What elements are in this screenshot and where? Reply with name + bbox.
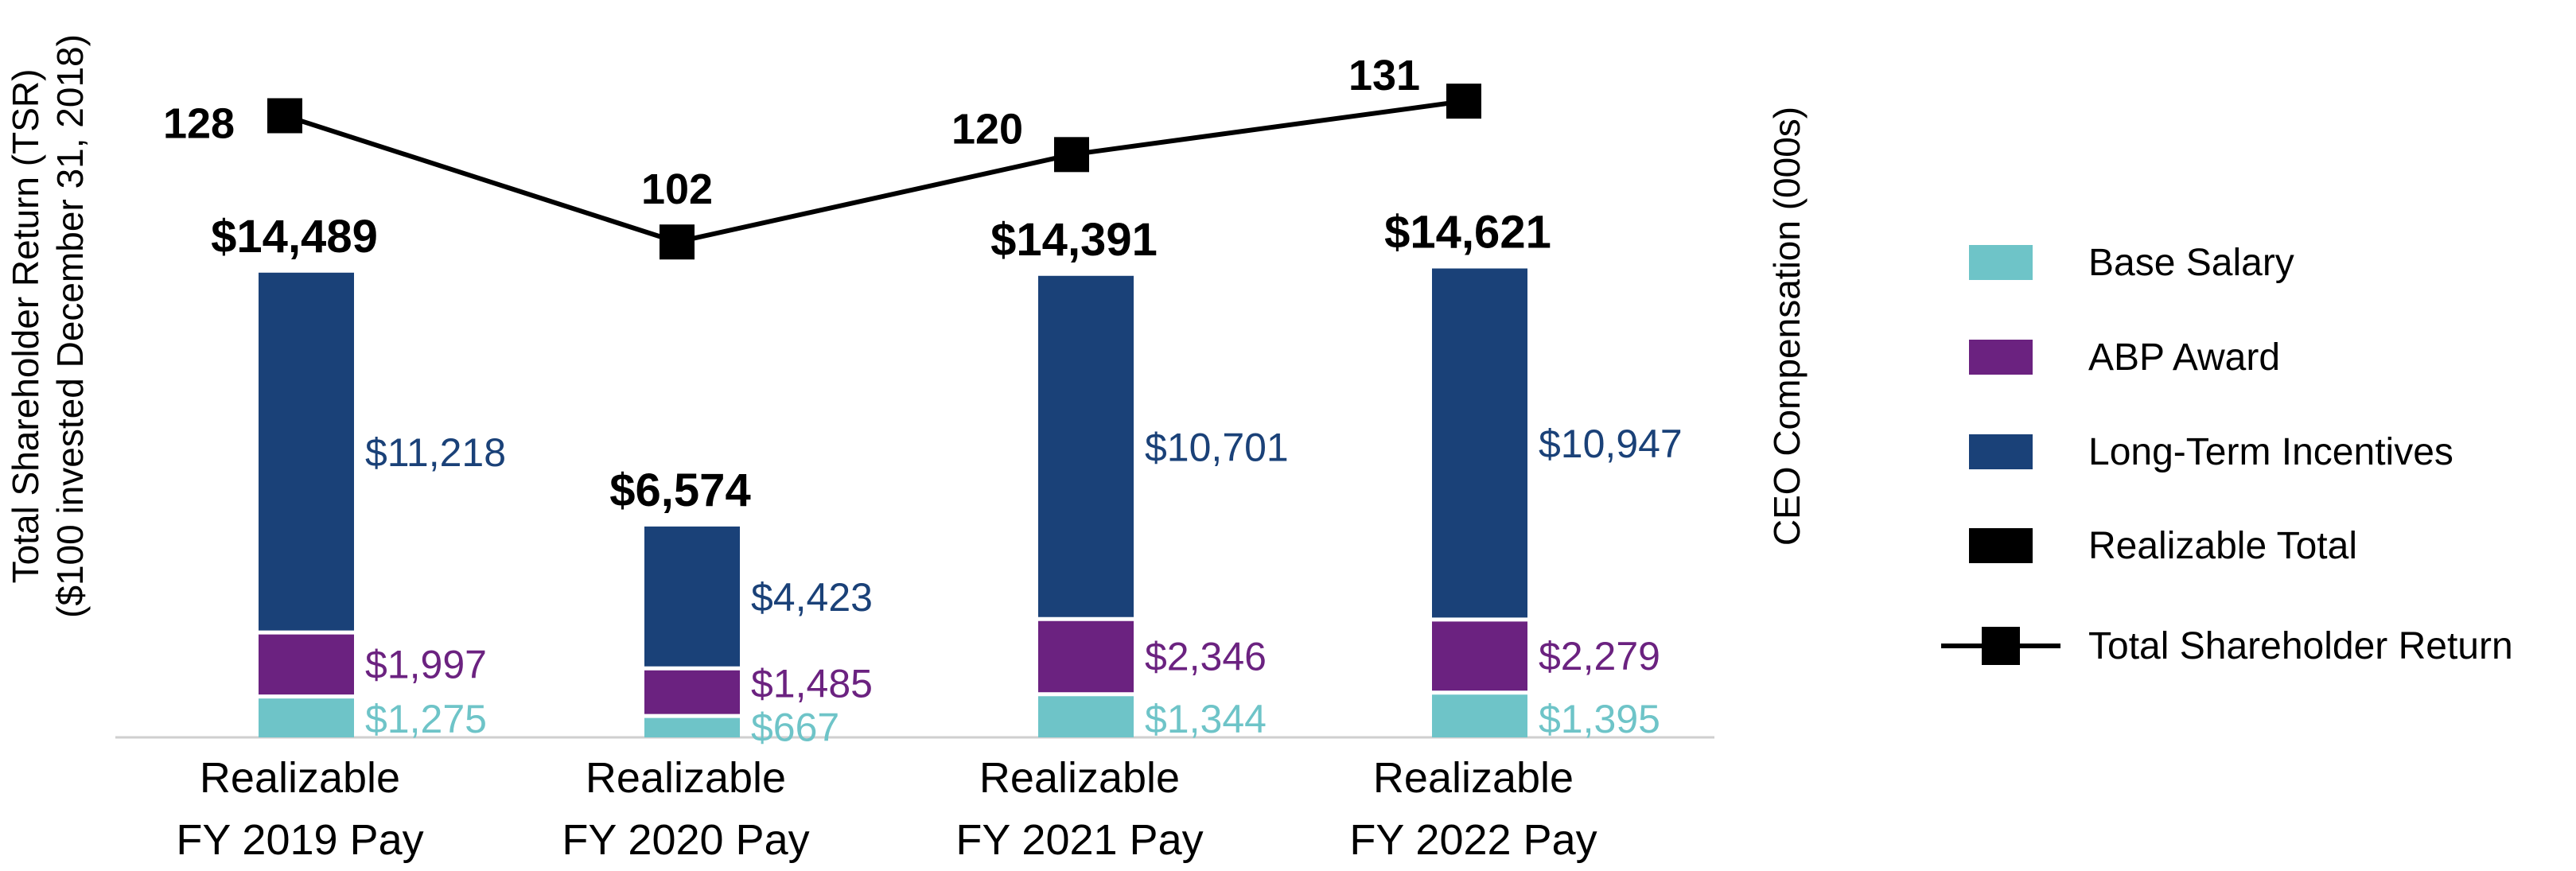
x-tick-label-line-1: Realizable (200, 754, 400, 802)
total-label: $6,574 (609, 465, 750, 516)
legend-label-realizable-total: Realizable Total (2088, 525, 2357, 567)
tsr-line-group: 128 102 120 131 (163, 52, 1481, 260)
bar-segment-abp-award (644, 668, 740, 717)
data-label-long-term-incentives: $4,423 (751, 575, 873, 620)
legend-swatch-marker (1982, 627, 2020, 665)
x-tick-label-line-2: FY 2020 Pay (562, 816, 809, 864)
data-label-long-term-incentives: $10,947 (1539, 422, 1683, 466)
data-label-base-salary: $667 (751, 706, 839, 750)
bar-segment-long-term-incentives (259, 272, 354, 633)
x-tick-label-line-1: Realizable (1373, 754, 1574, 802)
legend-swatch-realizable-total (1969, 528, 2033, 563)
total-label: $14,489 (211, 211, 378, 262)
data-label-abp-award: $1,997 (365, 642, 487, 686)
x-tick-label-line-2: FY 2021 Pay (955, 816, 1203, 864)
bar-segment-long-term-incentives (644, 526, 740, 669)
tsr-line (284, 99, 1465, 245)
bar-segment-long-term-incentives (1038, 275, 1134, 620)
legend-swatch-base-salary (1969, 245, 2033, 280)
tsr-marker (1446, 84, 1481, 119)
x-tick-label-line-1: Realizable (979, 754, 1180, 802)
legend-label-abp-award: ABP Award (2088, 336, 2280, 379)
data-label-base-salary: $1,344 (1145, 697, 1267, 741)
bar-segment-base-salary (1432, 692, 1527, 737)
legend-label-long-term-incentives: Long-Term Incentives (2088, 431, 2453, 473)
x-tick-label-line-1: Realizable (586, 754, 786, 802)
data-label-abp-award: $1,485 (751, 662, 873, 706)
tsr-label: 102 (641, 165, 713, 213)
x-tick-label-line-2: FY 2022 Pay (1349, 816, 1597, 864)
legend: Base Salary ABP Award Long-Term Incentives… (1941, 242, 2513, 667)
data-label-base-salary: $1,275 (365, 697, 487, 741)
total-label: $14,391 (990, 214, 1158, 266)
left-axis-title-line-1: Total Shareholder Return (TSR) (5, 69, 46, 584)
legend-swatch-long-term-incentives (1969, 434, 2033, 469)
tsr-label: 120 (951, 105, 1023, 153)
data-label-base-salary: $1,395 (1539, 697, 1660, 741)
left-axis-title-line-2: ($100 invested December 31, 2018) (49, 34, 91, 618)
tsr-marker (660, 224, 695, 260)
bar-segment-base-salary (1038, 694, 1134, 737)
bar-segment-long-term-incentives (1432, 268, 1527, 620)
legend-label-base-salary: Base Salary (2088, 242, 2294, 284)
bar-segment-base-salary (644, 716, 740, 737)
bars-group: $1,275 $1,997 $11,218 $14,489 $667$1,485 $4,4… (211, 207, 1683, 750)
data-label-long-term-incentives: $11,218 (365, 430, 506, 475)
data-label-abp-award: $2,279 (1539, 634, 1660, 679)
total-label: $14,621 (1384, 207, 1551, 259)
legend-swatch-abp-award (1969, 340, 2033, 375)
bar-segment-abp-award (1432, 619, 1527, 693)
data-label-abp-award: $2,346 (1145, 635, 1267, 679)
bar-segment-abp-award (259, 632, 354, 697)
right-axis-title: CEO Compensation (000s) (1766, 107, 1807, 546)
tsr-label: 128 (163, 99, 235, 147)
data-label-long-term-incentives: $10,701 (1145, 426, 1289, 470)
legend-label-total-shareholder-return: Total Shareholder Return (2088, 625, 2513, 667)
tsr-marker (1054, 137, 1089, 173)
x-axis-labels: Realizable FY 2019 Pay Realizable FY 2020 P… (176, 754, 1597, 864)
tsr-marker (267, 98, 302, 134)
x-tick-label-line-2: FY 2019 Pay (176, 816, 423, 864)
bar-segment-base-salary (259, 696, 354, 737)
bar-segment-abp-award (1038, 619, 1134, 694)
tsr-label: 131 (1348, 52, 1420, 99)
